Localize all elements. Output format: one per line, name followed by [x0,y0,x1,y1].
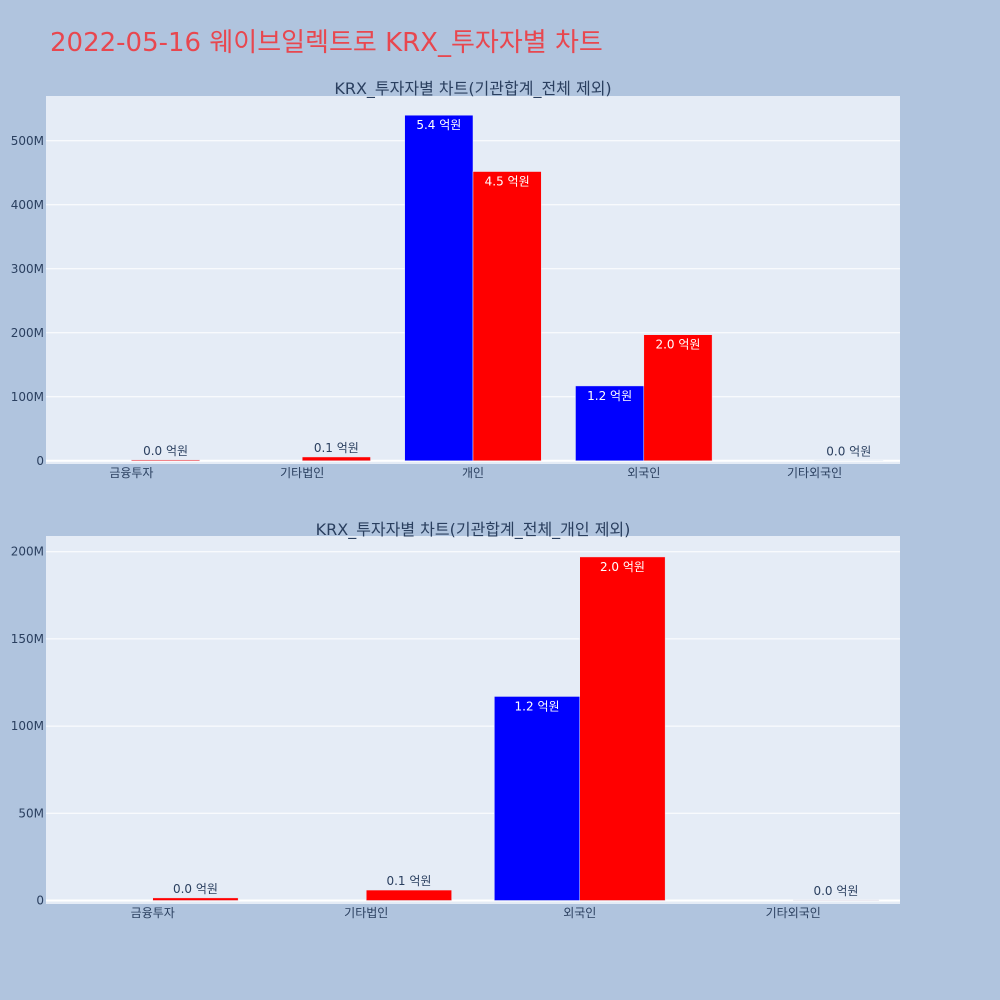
chart-1: 0 100M 200M 300M 400M 500M KRX_투자자별 차트(기관합계_전체… [11,79,900,480]
bar-data-label: 5.4 억원 [416,118,461,132]
main-title: 2022-05-16 웨이브일렉트로 KRX_투자자별 차트 [50,28,603,58]
x-tick-label: 기타외국인 [766,906,821,920]
x-tick-label: 개인 [462,466,484,480]
bar [131,459,200,462]
y-tick-label: 0 [36,894,44,908]
x-tick-label: 기타법인 [280,466,324,480]
y-tick-label: 0 [36,454,44,468]
bar [301,456,371,462]
bar-data-label: 0.0 억원 [173,882,218,896]
bar [404,114,474,462]
bar-data-label: 0.0 억원 [826,445,871,459]
bar-data-label: 4.5 억원 [485,175,530,189]
x-tick-label: 기타외국인 [787,466,842,480]
bar-data-label: 2.0 억원 [655,338,700,352]
y-tick-label: 500M [11,134,44,148]
x-tick-label: 기타법인 [344,906,388,920]
y-tick-label: 150M [11,632,44,646]
bar [366,889,452,901]
y-tick-label: 200M [11,545,44,559]
plot-area [46,536,900,904]
bar [494,696,581,901]
bar [579,556,666,901]
bar-data-label: 1.2 억원 [515,699,560,713]
bar [575,385,645,462]
chart-title: KRX_투자자별 차트(기관합계_전체 제외) [334,79,611,99]
x-tick-label: 외국인 [627,466,660,480]
bar-data-label: 1.2 억원 [587,389,632,403]
bar-data-label: 0.0 억원 [813,884,858,898]
y-tick-label: 100M [11,390,44,404]
chart-title: KRX_투자자별 차트(기관합계_전체_개인 제외) [316,520,631,540]
chart-2: 0 50M 100M 150M 200M KRX_투자자별 차트(기관합계_전체_개인 제… [11,520,900,920]
y-tick-label: 200M [11,326,44,340]
y-tick-label: 400M [11,198,44,212]
bar [472,171,542,462]
bar [152,897,239,901]
bar-data-label: 0.0 억원 [143,444,188,458]
bar-data-label: 0.1 억원 [386,874,431,888]
y-tick-label: 100M [11,719,44,733]
bar-data-label: 0.1 억원 [314,441,359,455]
y-tick-label: 300M [11,262,44,276]
x-tick-label: 외국인 [563,906,596,920]
y-tick-label: 50M [18,806,44,820]
bar-data-label: 2.0 억원 [600,560,645,574]
bar [793,899,879,901]
x-tick-label: 금융투자 [109,466,153,480]
bar [643,334,713,462]
x-tick-label: 금융투자 [131,906,175,920]
